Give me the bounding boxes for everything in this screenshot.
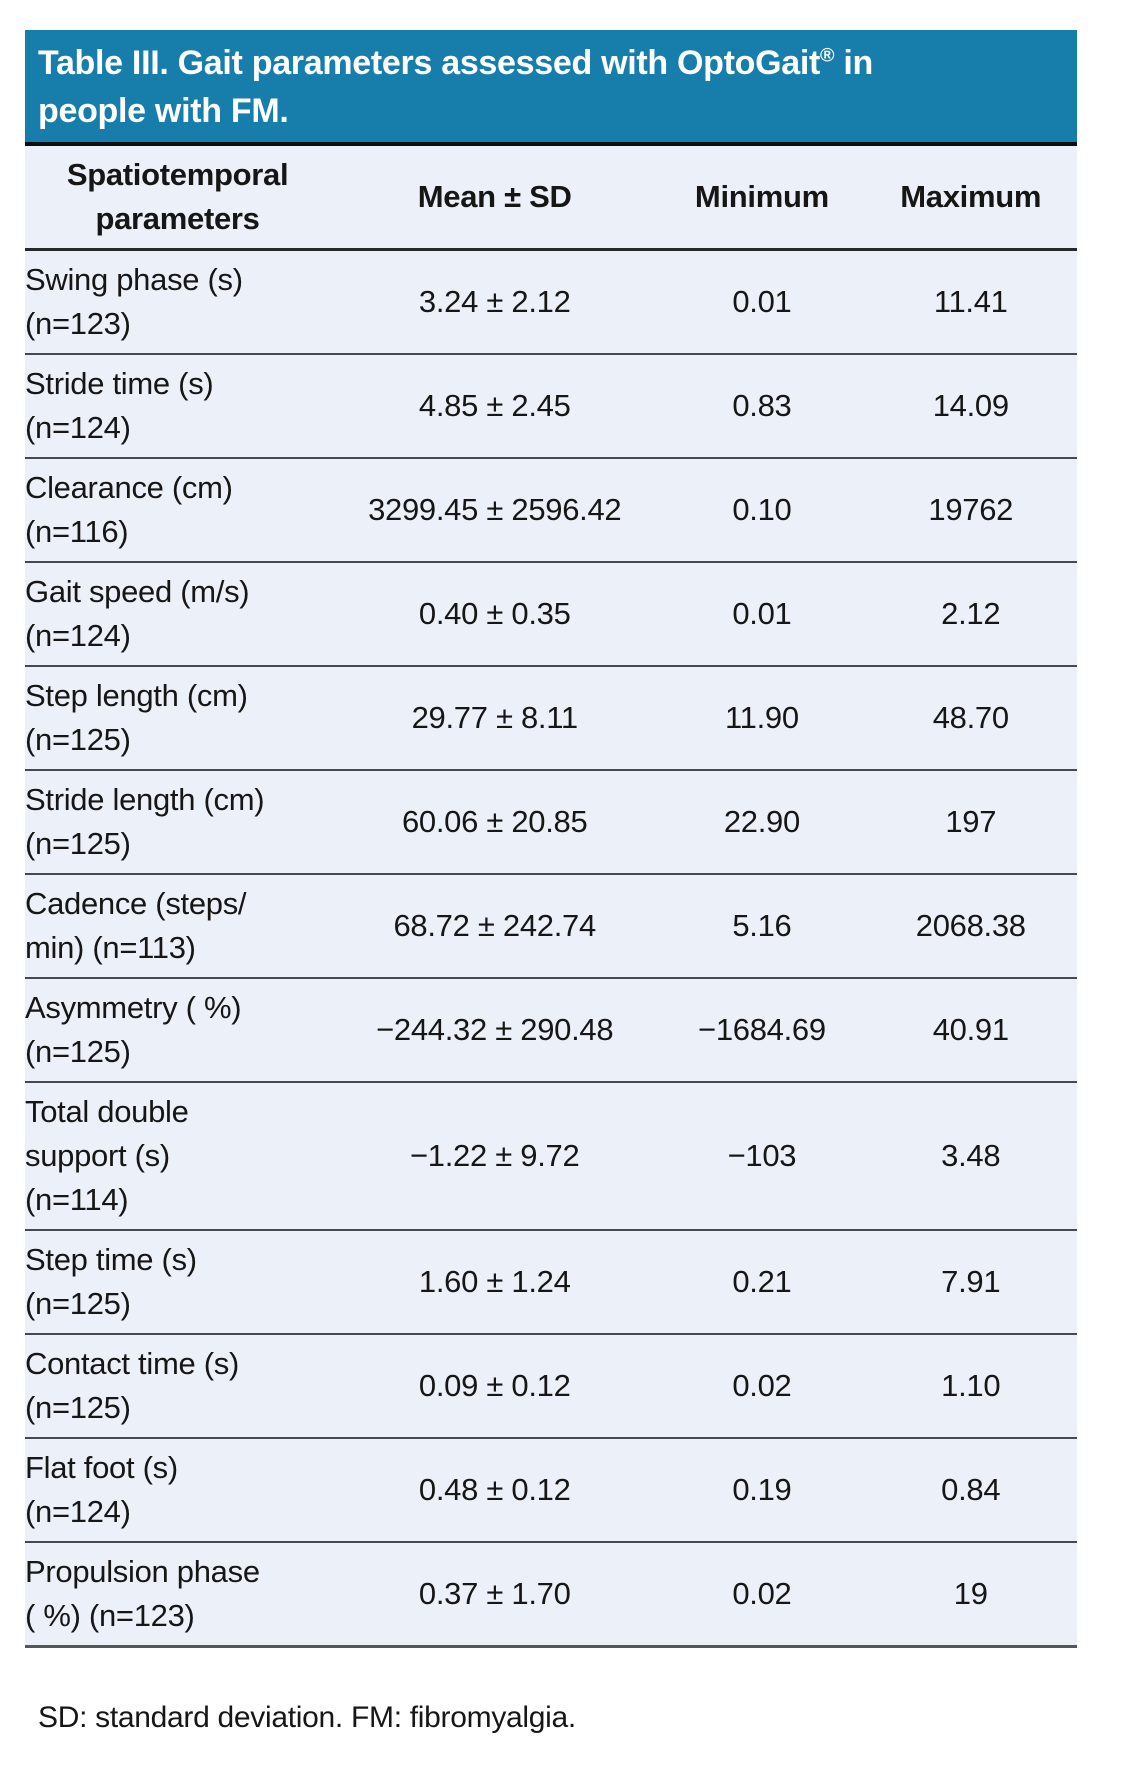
cell-mean-sd: 1.60 ± 1.24 <box>418 1264 571 1299</box>
gait-parameters-table: Table III. Gait parameters assessed with… <box>25 30 1077 1648</box>
cell-parameter: Propulsion phase ( %) (n=123) <box>25 1554 260 1633</box>
cell-minimum: 0.19 <box>732 1472 792 1507</box>
table-title: Table III. Gait parameters assessed with… <box>25 30 1077 146</box>
cell-mean-sd: −1.22 ± 9.72 <box>410 1138 580 1173</box>
table-row: Cadence (steps/ min) (n=113) 68.72 ± 242.… <box>25 874 1077 978</box>
cell-minimum: 5.16 <box>732 908 792 943</box>
cell-maximum: 19762 <box>928 492 1014 527</box>
cell-parameter: Gait speed (m/s) (n=124) <box>25 574 250 653</box>
cell-parameter: Swing phase (s) (n=123) <box>25 262 243 341</box>
cell-maximum: 14.09 <box>932 388 1009 423</box>
cell-minimum: 11.90 <box>725 700 799 735</box>
table-footnote: SD: standard deviation. FM: fibromyalgia… <box>38 1701 576 1734</box>
table-row: Step length (cm) (n=125) 29.77 ± 8.11 11.9… <box>25 666 1077 770</box>
cell-mean-sd: 4.85 ± 2.45 <box>418 388 571 423</box>
cell-maximum: 1.10 <box>941 1368 1001 1403</box>
header-row: Spatiotemporal parameters Mean ± SD Mini… <box>25 146 1077 250</box>
cell-minimum: 0.83 <box>732 388 792 423</box>
cell-maximum: 3.48 <box>941 1138 1001 1173</box>
column-header-minimum: Minimum <box>694 179 829 214</box>
table-row: Swing phase (s) (n=123) 3.24 ± 2.12 0.01 11… <box>25 250 1077 354</box>
table-row: Total double support (s) (n=114) −1.22 ± … <box>25 1082 1077 1230</box>
table-row: Flat foot (s) (n=124) 0.48 ± 0.12 0.19 0.84 <box>25 1438 1077 1542</box>
cell-maximum: 2068.38 <box>915 908 1026 943</box>
table-row: Propulsion phase ( %) (n=123) 0.37 ± 1.70… <box>25 1542 1077 1647</box>
table-row: Stride time (s) (n=124) 4.85 ± 2.45 0.83 14… <box>25 354 1077 458</box>
column-header-maximum: Maximum <box>900 179 1042 214</box>
cell-parameter: Stride length (cm) (n=125) <box>25 782 265 861</box>
table-body: Swing phase (s) (n=123) 3.24 ± 2.12 0.01 11… <box>25 250 1077 1647</box>
table-row: Asymmetry ( %) (n=125) −244.32 ± 290.48 −1… <box>25 978 1077 1082</box>
cell-minimum: 0.21 <box>732 1264 792 1299</box>
cell-mean-sd: −244.32 ± 290.48 <box>376 1012 614 1047</box>
cell-parameter: Step length (cm) (n=125) <box>25 678 248 757</box>
cell-maximum: 40.91 <box>932 1012 1009 1047</box>
table-title-text-continued: in people with FM. <box>38 44 874 130</box>
cell-maximum: 19 <box>953 1576 988 1611</box>
cell-parameter: Step time (s) (n=125) <box>25 1242 197 1321</box>
table-row: Step time (s) (n=125) 1.60 ± 1.24 0.21 7.91 <box>25 1230 1077 1334</box>
cell-parameter: Clearance (cm) (n=116) <box>25 470 233 549</box>
cell-minimum: 0.01 <box>732 284 792 319</box>
cell-mean-sd: 29.77 ± 8.11 <box>411 700 579 735</box>
cell-maximum: 11.41 <box>933 284 1008 319</box>
table-row: Stride length (cm) (n=125) 60.06 ± 20.85 2… <box>25 770 1077 874</box>
table-row: Contact time (s) (n=125) 0.09 ± 0.12 0.02 1… <box>25 1334 1077 1438</box>
cell-minimum: 22.90 <box>723 804 800 839</box>
cell-minimum: −103 <box>727 1138 797 1173</box>
cell-maximum: 7.91 <box>941 1264 1001 1299</box>
cell-parameter: Cadence (steps/ min) (n=113) <box>25 886 247 965</box>
data-table: Spatiotemporal parameters Mean ± SD Mini… <box>25 146 1077 1648</box>
cell-mean-sd: 3.24 ± 2.12 <box>418 284 571 319</box>
cell-parameter: Stride time (s) (n=124) <box>25 366 214 445</box>
column-header-mean-sd: Mean ± SD <box>417 179 572 214</box>
table-row: Gait speed (m/s) (n=124) 0.40 ± 0.35 0.01 2… <box>25 562 1077 666</box>
cell-minimum: 0.02 <box>732 1368 792 1403</box>
cell-mean-sd: 68.72 ± 242.74 <box>393 908 596 943</box>
table-row: Clearance (cm) (n=116) 3299.45 ± 2596.42 0… <box>25 458 1077 562</box>
cell-parameter: Flat foot (s) (n=124) <box>25 1450 178 1529</box>
cell-maximum: 0.84 <box>941 1472 1001 1507</box>
cell-mean-sd: 0.09 ± 0.12 <box>418 1368 571 1403</box>
cell-maximum: 48.70 <box>932 700 1009 735</box>
cell-maximum: 197 <box>945 804 997 839</box>
table-header: Spatiotemporal parameters Mean ± SD Mini… <box>25 146 1077 250</box>
cell-mean-sd: 0.40 ± 0.35 <box>418 596 571 631</box>
cell-mean-sd: 0.48 ± 0.12 <box>418 1472 571 1507</box>
cell-parameter: Total double support (s) (n=114) <box>25 1094 189 1217</box>
column-header-parameters: Spatiotemporal parameters <box>66 157 289 236</box>
cell-mean-sd: 60.06 ± 20.85 <box>401 804 588 839</box>
cell-parameter: Asymmetry ( %) (n=125) <box>25 990 242 1069</box>
cell-minimum: 0.01 <box>732 596 792 631</box>
cell-minimum: 0.02 <box>732 1576 792 1611</box>
table-title-text: Table III. Gait parameters assessed with… <box>38 44 821 82</box>
registered-trademark-symbol: ® <box>820 44 835 67</box>
cell-minimum: −1684.69 <box>698 1012 826 1047</box>
cell-parameter: Contact time (s) (n=125) <box>25 1346 239 1425</box>
cell-minimum: 0.10 <box>732 492 792 527</box>
cell-mean-sd: 3299.45 ± 2596.42 <box>368 492 622 527</box>
cell-maximum: 2.12 <box>941 596 1001 631</box>
cell-mean-sd: 0.37 ± 1.70 <box>418 1576 571 1611</box>
